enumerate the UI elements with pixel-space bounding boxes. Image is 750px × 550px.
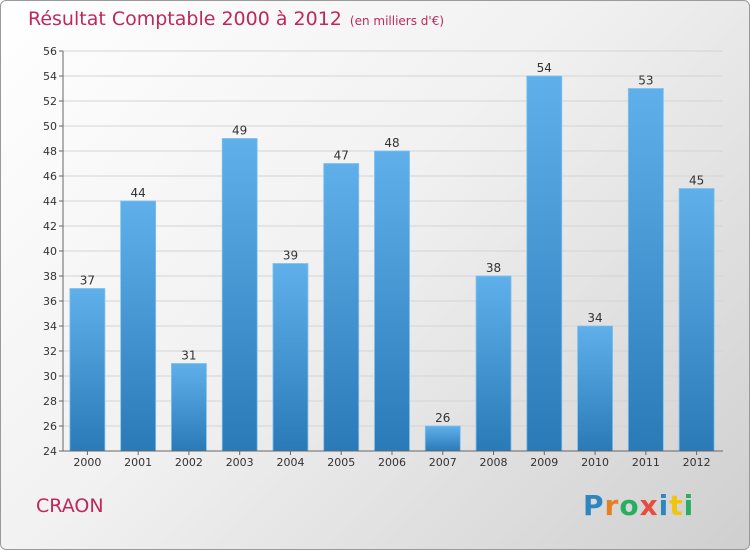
data-label: 31	[181, 349, 196, 363]
bar	[171, 363, 207, 452]
y-tick-label: 42	[43, 220, 57, 233]
y-tick-label: 28	[43, 395, 57, 408]
bar	[678, 188, 715, 452]
y-tick-label: 50	[43, 120, 57, 133]
chart-title-text: Résultat Comptable 2000 à 2012	[28, 8, 342, 30]
bar	[424, 425, 461, 452]
y-tick-label: 26	[43, 420, 57, 433]
y-tick-label: 56	[43, 45, 57, 58]
data-label: 53	[638, 74, 653, 88]
bar	[323, 163, 360, 452]
y-tick-label: 46	[43, 170, 57, 183]
x-tick-label: 2005	[327, 456, 355, 469]
data-label: 49	[232, 124, 247, 138]
y-tick-label: 48	[43, 145, 57, 158]
y-tick-label: 52	[43, 95, 57, 108]
bar	[221, 138, 258, 452]
logo-letter: x	[639, 489, 659, 522]
data-label: 48	[384, 136, 399, 150]
x-tick-label: 2012	[683, 456, 711, 469]
bar	[627, 88, 664, 452]
bar	[120, 200, 157, 452]
y-tick-label: 32	[43, 345, 57, 358]
data-label: 34	[587, 311, 602, 325]
y-tick-label: 34	[43, 320, 57, 333]
logo-letter: i	[658, 489, 670, 522]
x-tick-label: 2000	[73, 456, 101, 469]
data-label: 37	[80, 274, 95, 288]
y-tick-label: 54	[43, 70, 57, 83]
logo-letter: o	[619, 489, 640, 522]
x-tick-label: 2006	[378, 456, 406, 469]
chart-subtitle: (en milliers d'€)	[349, 14, 445, 28]
logo-letter: t	[669, 489, 684, 522]
proxiti-logo: Proxiti	[583, 489, 694, 522]
y-tick-label: 38	[43, 270, 57, 283]
y-tick-label: 30	[43, 370, 57, 383]
x-tick-label: 2003	[226, 456, 254, 469]
y-tick-label: 44	[43, 195, 57, 208]
logo-letter: r	[604, 489, 620, 522]
place-name: CRAON	[36, 495, 104, 517]
data-label: 26	[435, 411, 450, 425]
data-label: 39	[283, 249, 298, 263]
logo-letter: i	[683, 489, 695, 522]
x-tick-label: 2004	[276, 456, 304, 469]
x-tick-label: 2011	[632, 456, 660, 469]
y-tick-label: 24	[43, 445, 57, 458]
x-tick-label: 2007	[429, 456, 457, 469]
bar	[475, 275, 512, 452]
data-label: 38	[486, 261, 501, 275]
chart-title: Résultat Comptable 2000 à 2012 (en millie…	[28, 8, 444, 30]
logo-letter: P	[583, 489, 605, 522]
bar	[69, 288, 106, 452]
y-tick-label: 40	[43, 245, 57, 258]
data-label: 45	[689, 174, 704, 188]
x-tick-label: 2001	[124, 456, 152, 469]
data-label: 47	[334, 149, 349, 163]
data-label: 54	[537, 61, 552, 75]
bar	[577, 325, 613, 452]
x-tick-label: 2002	[175, 456, 203, 469]
y-tick-label: 36	[43, 295, 57, 308]
x-tick-label: 2010	[581, 456, 609, 469]
x-tick-label: 2008	[480, 456, 508, 469]
data-label: 44	[131, 186, 146, 200]
bar	[526, 75, 563, 452]
bar	[374, 150, 410, 452]
bar	[272, 263, 309, 452]
x-tick-label: 2009	[530, 456, 558, 469]
